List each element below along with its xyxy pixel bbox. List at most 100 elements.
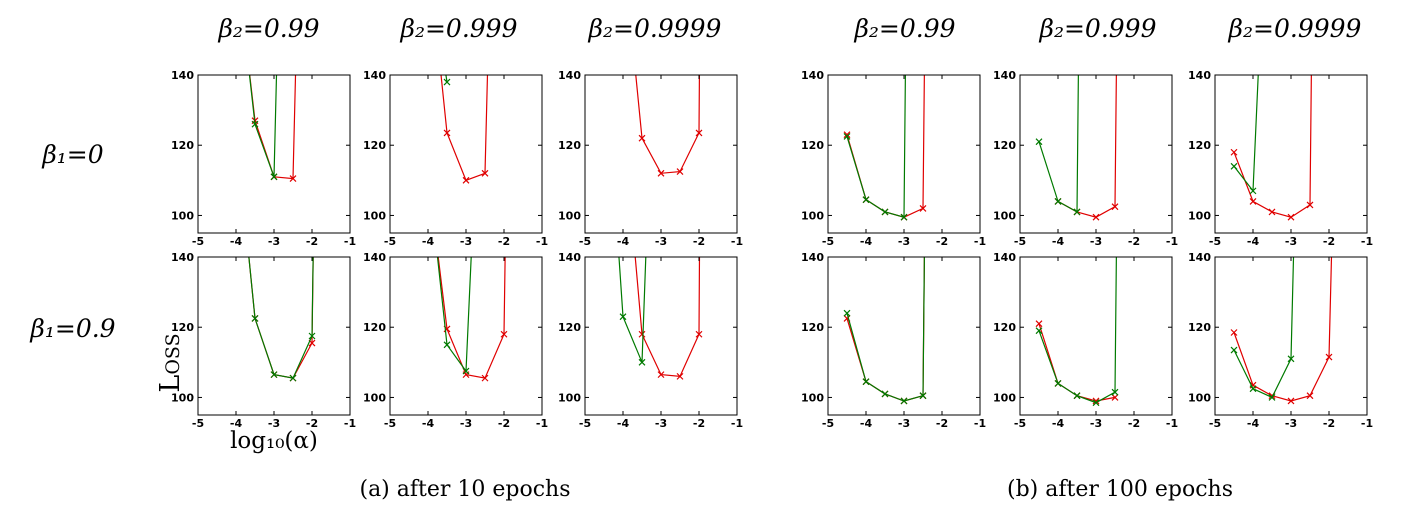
- y-tick-label: 120: [993, 321, 1016, 334]
- marker-green: [1230, 162, 1238, 170]
- y-tick-label: 120: [363, 139, 386, 152]
- y-tick-label: 120: [558, 321, 581, 334]
- x-tick-label: -1: [731, 417, 743, 430]
- marker-green: [843, 309, 851, 317]
- x-tick-label: -1: [1166, 417, 1178, 430]
- y-tick-label: 100: [558, 209, 581, 222]
- marker-green: [862, 378, 870, 386]
- marker-green: [443, 78, 451, 86]
- panel-1-4: -5 -4 -3 -2 -1 100 120 140: [993, 251, 1178, 430]
- series-line-green: [248, 257, 314, 379]
- x-tick-label: -4: [230, 417, 243, 430]
- marker-red: [1111, 394, 1119, 401]
- marker-red: [843, 131, 851, 139]
- x-tick-label: -1: [536, 417, 548, 430]
- y-tick-label: 120: [801, 321, 824, 334]
- marker-green: [251, 315, 259, 322]
- x-tick-label: -3: [1090, 417, 1102, 430]
- y-tick-label: 140: [993, 69, 1016, 82]
- marker-red: [500, 330, 508, 338]
- y-tick-label: 120: [1188, 321, 1211, 334]
- x-tick-label: -5: [1014, 417, 1026, 430]
- marker-red: [638, 330, 646, 338]
- marker-green: [1092, 399, 1100, 407]
- marker-green: [619, 313, 627, 321]
- y-tick-label: 100: [171, 209, 194, 222]
- x-tick-label: -5: [1014, 235, 1026, 248]
- marker-red: [657, 169, 665, 177]
- x-tick-label: -3: [460, 235, 472, 248]
- axes-frame: [389, 256, 543, 416]
- column-title-a-0.9999: β₂=0.9999: [588, 14, 722, 43]
- marker-green: [1268, 394, 1276, 401]
- marker-red: [1287, 397, 1295, 405]
- series-line-green: [436, 257, 472, 373]
- y-tick-label: 100: [363, 391, 386, 404]
- x-tick-label: -2: [1323, 235, 1335, 248]
- x-tick-label: -3: [1090, 235, 1102, 248]
- series-line-red: [635, 75, 701, 174]
- axes-frame: [1214, 74, 1368, 234]
- column-title-b-0.999: β₂=0.999: [1039, 14, 1157, 43]
- x-tick-label: -2: [693, 417, 705, 430]
- marker-green: [1249, 385, 1257, 393]
- y-tick-label: 120: [363, 321, 386, 334]
- x-tick-label: -2: [306, 235, 318, 248]
- x-tick-label: -2: [936, 235, 948, 248]
- x-tick-label: -2: [693, 235, 705, 248]
- panel-0-1: -5 -4 -3 -2 -1 100 120 140: [363, 69, 548, 248]
- marker-red: [1287, 213, 1295, 221]
- x-tick-label: -3: [655, 235, 667, 248]
- y-tick-label: 140: [363, 251, 386, 264]
- y-tick-label: 120: [801, 139, 824, 152]
- y-tick-label: 140: [171, 69, 194, 82]
- marker-green: [881, 208, 889, 216]
- x-tick-label: -4: [860, 235, 873, 248]
- x-tick-label: -5: [822, 417, 834, 430]
- marker-green: [251, 120, 259, 128]
- marker-green: [1054, 197, 1062, 205]
- series-line-green: [846, 75, 906, 218]
- y-tick-label: 100: [993, 391, 1016, 404]
- axes-frame: [584, 74, 738, 234]
- panel-1-2: -5 -4 -3 -2 -1 100 120 140: [558, 251, 743, 430]
- marker-red: [657, 371, 665, 379]
- y-tick-label: 120: [1188, 139, 1211, 152]
- x-tick-label: -1: [731, 235, 743, 248]
- x-tick-label: -2: [1323, 417, 1335, 430]
- y-tick-label: 100: [558, 391, 581, 404]
- marker-red: [1230, 148, 1238, 156]
- series-line-red: [846, 75, 925, 218]
- series-line-green: [618, 257, 647, 363]
- series-line-green: [445, 75, 448, 83]
- x-tick-label: -4: [422, 417, 435, 430]
- marker-green: [1073, 392, 1081, 400]
- marker-green: [270, 371, 278, 379]
- x-tick-label: -5: [384, 417, 396, 430]
- marker-red: [481, 374, 489, 382]
- marker-green: [1287, 355, 1295, 363]
- y-tick-label: 100: [993, 209, 1016, 222]
- marker-green: [900, 213, 908, 221]
- series-line-red: [440, 75, 489, 182]
- marker-green: [462, 367, 470, 375]
- marker-green: [1230, 346, 1238, 354]
- marker-red: [1268, 208, 1276, 216]
- x-tick-label: -3: [460, 417, 472, 430]
- marker-green: [270, 173, 278, 181]
- y-tick-label: 140: [801, 251, 824, 264]
- marker-red: [462, 176, 470, 184]
- panel-0-4: -5 -4 -3 -2 -1 100 120 140: [993, 69, 1178, 248]
- marker-green: [862, 196, 870, 204]
- marker-red: [1111, 203, 1119, 211]
- x-tick-label: -4: [1052, 235, 1065, 248]
- x-axis-label: log₁₀(α): [230, 428, 318, 454]
- x-tick-label: -3: [268, 235, 280, 248]
- x-tick-label: -4: [617, 235, 630, 248]
- x-tick-label: -3: [898, 235, 910, 248]
- x-tick-label: -4: [230, 235, 243, 248]
- marker-green: [308, 332, 316, 340]
- axes-frame: [584, 256, 738, 416]
- x-tick-label: -4: [860, 417, 873, 430]
